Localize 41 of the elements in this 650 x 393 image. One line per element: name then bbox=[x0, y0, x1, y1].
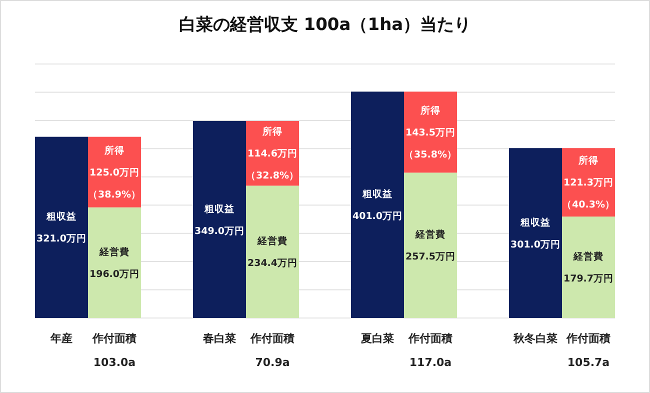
data-label: 349.0万円 bbox=[194, 226, 245, 237]
data-label: 301.0万円 bbox=[510, 239, 561, 250]
bar bbox=[246, 186, 299, 318]
bar bbox=[88, 207, 141, 318]
x-tick-label: 作付面積 103.0a bbox=[92, 332, 136, 369]
data-label: 179.7万円 bbox=[563, 274, 614, 285]
x-tick-label: 作付面積 117.0a bbox=[408, 332, 452, 369]
x-tick-label: 春白菜 bbox=[202, 332, 236, 345]
text: 経営費 bbox=[574, 252, 604, 263]
data-label: 143.5万円（35.8%） bbox=[404, 127, 457, 160]
bar bbox=[404, 172, 457, 318]
x-tick-label: 秋冬白菜 bbox=[512, 332, 558, 345]
text: 粗収益 bbox=[362, 189, 392, 200]
data-label: 257.5万円 bbox=[405, 252, 456, 263]
x-tick-label: 夏白菜 bbox=[360, 332, 394, 345]
data-label: 321.0万円 bbox=[36, 234, 87, 245]
series-label: 粗収益 bbox=[46, 210, 76, 223]
data-label: 401.0万円 bbox=[352, 211, 403, 222]
bar bbox=[35, 136, 88, 318]
bar bbox=[193, 121, 246, 318]
data-label: 114.6万円（32.8%） bbox=[246, 148, 299, 182]
data-label: 125.0万円（38.9%） bbox=[88, 167, 141, 200]
x-tick-label: 年産 bbox=[50, 332, 72, 345]
bar bbox=[509, 148, 562, 318]
text: 経営費 bbox=[258, 236, 288, 248]
x-tick-label: 作付面積 105.7a bbox=[566, 332, 610, 369]
text: 所得 bbox=[420, 105, 440, 116]
bar bbox=[562, 216, 615, 318]
text: 経営費 bbox=[416, 230, 446, 241]
series-label: 経営費 bbox=[98, 246, 130, 258]
data-label: 234.4万円 bbox=[247, 258, 298, 270]
series-label: 所得 bbox=[262, 126, 282, 138]
text: 所得 bbox=[104, 145, 124, 156]
data-label: 196.0万円 bbox=[89, 269, 140, 280]
x-tick-label: 作付面積 70.9a bbox=[250, 332, 294, 369]
text: 粗収益 bbox=[520, 217, 550, 228]
data-label: 121.3万円（40.3%） bbox=[562, 178, 615, 211]
text: 所得 bbox=[578, 156, 598, 167]
text: 粗収益 bbox=[204, 204, 234, 215]
bar bbox=[351, 92, 404, 318]
chart-title: 白菜の経営収支 100a（1ha）当たり bbox=[178, 15, 472, 35]
